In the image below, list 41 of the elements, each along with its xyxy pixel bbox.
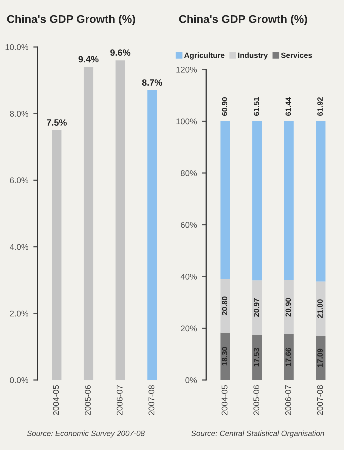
- y-tick-label: 20%: [181, 326, 198, 332]
- x-tick-label: 2006-07: [116, 386, 123, 416]
- chart-title: China's GDP Growth (%): [179, 15, 308, 26]
- bar: [252, 280, 262, 335]
- y-tick-label: 0.0%: [10, 377, 29, 384]
- bar: [284, 334, 294, 380]
- chart-title: China's GDP Growth (%): [7, 15, 136, 26]
- x-tick-label: 2005-06: [254, 385, 260, 416]
- y-tick-label: 80%: [181, 170, 198, 176]
- data-label: 9.4%: [78, 56, 99, 63]
- x-tick-label: 2006-07: [285, 386, 292, 416]
- bar: [220, 332, 230, 380]
- x-tick-label: 2007-08: [148, 385, 155, 416]
- data-label: 7.5%: [47, 120, 67, 126]
- bar: [52, 130, 62, 380]
- x-tick-label: 2007-08: [317, 385, 324, 416]
- y-tick-label: 120%: [176, 66, 198, 73]
- y-tick-label: 60%: [181, 222, 198, 228]
- x-tick-label: 2004-05: [53, 385, 60, 416]
- bar: [316, 121, 326, 282]
- y-tick-label: 4.0%: [10, 244, 29, 250]
- bar: [284, 122, 294, 280]
- x-tick-label: 2004-05: [222, 385, 228, 416]
- bar: [116, 60, 126, 380]
- bar: [284, 280, 294, 335]
- y-tick-label: 10.0%: [6, 44, 29, 50]
- y-tick-label: 100%: [176, 118, 198, 125]
- data-label: 8.7%: [142, 80, 162, 86]
- y-tick-label: 8.0%: [10, 111, 29, 117]
- bar: [252, 121, 262, 281]
- y-tick-label: 2.0%: [10, 310, 29, 317]
- y-tick-label: 40%: [180, 274, 198, 280]
- y-tick-label: 0%: [186, 377, 198, 384]
- y-tick-label: 6.0%: [10, 178, 29, 184]
- x-tick-label: 2005-06: [85, 385, 91, 416]
- bar: [316, 282, 326, 336]
- bar: [148, 90, 158, 380]
- data-label: 9.6%: [110, 50, 131, 56]
- bar: [84, 67, 94, 380]
- bar: [220, 122, 230, 280]
- bar: [220, 279, 230, 333]
